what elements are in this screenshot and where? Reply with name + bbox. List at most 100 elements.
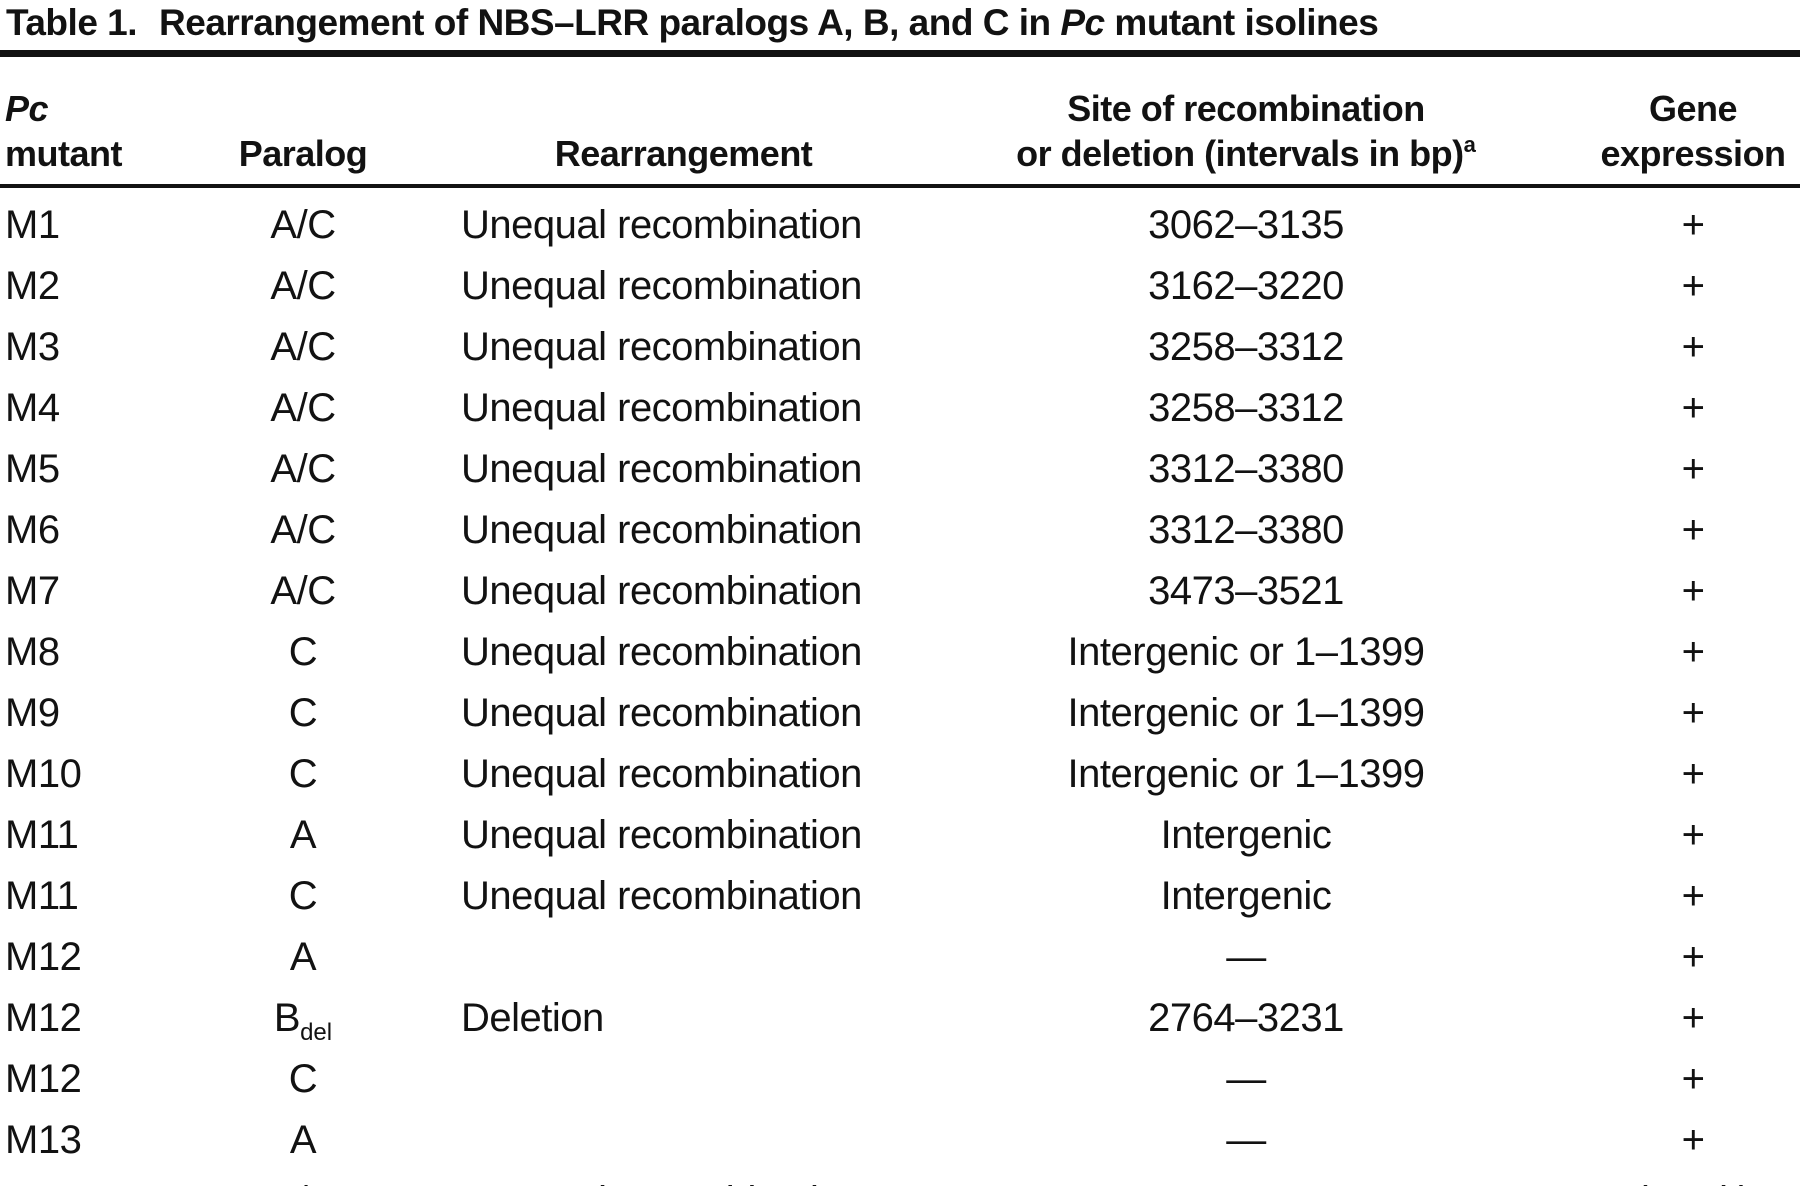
cell-paralog-main: A/C — [270, 508, 336, 552]
cell-gene-expression: + — [1681, 447, 1705, 491]
header-gene-line1: Gene — [1648, 88, 1738, 129]
cell-site: Intergenic or 1–1399 — [1067, 630, 1425, 674]
table-row: M1 A/C Unequal recombination 3062–3135 + — [0, 202, 1800, 263]
cell-rearrangement — [436, 1056, 906, 1117]
cell-site: — — [1226, 1057, 1266, 1101]
cell-site: 3473–3521 — [1148, 569, 1344, 613]
cell-gene-expression: + — [1681, 203, 1705, 247]
table-row: M9 C Unequal recombination Intergenic or… — [0, 690, 1800, 751]
cell-gene-expression: (weak) — [1586, 1178, 1800, 1186]
cell-paralog-subscript: del — [300, 1019, 333, 1046]
table-title: Table 1. Rearrangement of NBS–LRR paralog… — [0, 0, 1800, 50]
cell-rearrangement: Unequal recombination — [461, 508, 862, 552]
cell-site: Intergenic — [1160, 874, 1332, 918]
cell-paralog-main: A/C — [270, 325, 336, 369]
cell-paralog: A/C — [170, 324, 436, 385]
cell-pc-mutant: M8 — [5, 630, 60, 674]
top-rule-divider — [0, 50, 1800, 57]
cell-gene-expression: + — [1681, 935, 1705, 979]
cell-paralog-main: B/C — [270, 1179, 336, 1186]
cell-rearrangement: Deletion — [461, 996, 604, 1040]
cell-pc-mutant: M2 — [5, 264, 60, 308]
cell-paralog-main: A — [289, 813, 317, 857]
cell-pc-mutant: M11 — [5, 813, 79, 857]
table-row: M7 A/C Unequal recombination 3473–3521 + — [0, 568, 1800, 629]
cell-gene-expression: + — [1681, 1118, 1705, 1162]
cell-paralog: A/C — [170, 507, 436, 568]
cell-paralog: A/C — [170, 202, 436, 263]
cell-paralog: A/C — [170, 446, 436, 507]
cell-gene-expression: + — [1681, 508, 1705, 552]
header-site: Site of recombination or deletion (inter… — [906, 57, 1586, 184]
cell-paralog: A — [170, 1117, 436, 1178]
header-rule-divider — [0, 184, 1800, 188]
header-gene-line2: expression — [1600, 133, 1786, 174]
cell-site: 3162–3220 — [1148, 264, 1344, 308]
cell-site: Intergenic or 1–1399 — [1067, 691, 1425, 735]
header-row: Pc mutant Paralog Rearrangement Site of … — [0, 57, 1800, 184]
cell-pc-mutant: M3 — [5, 325, 60, 369]
cell-paralog-main: A/C — [270, 569, 336, 613]
cell-paralog-main: C — [288, 691, 318, 735]
table-title-text: Rearrangement of NBS–LRR paralogs A, B, … — [159, 2, 1051, 43]
cell-gene-expression: + — [1681, 386, 1705, 430]
cell-pc-mutant: M11 — [5, 874, 79, 918]
table-header: Pc mutant Paralog Rearrangement Site of … — [0, 57, 1800, 184]
cell-paralog-main: C — [288, 874, 318, 918]
cell-paralog-main: A — [289, 935, 317, 979]
table-row: M12 Bdel Deletion 2764–3231 + — [0, 995, 1800, 1056]
cell-pc-mutant: M7 — [5, 569, 60, 613]
cell-paralog-main: C — [288, 752, 318, 796]
cell-site: Intergenic or 1–1399 — [1067, 752, 1425, 796]
cell-rearrangement — [436, 934, 906, 995]
table-row: M5 A/C Unequal recombination 3312–3380 + — [0, 446, 1800, 507]
cell-paralog: A/C — [170, 568, 436, 629]
cell-site: — — [1226, 1118, 1266, 1162]
table-row: M8 C Unequal recombination Intergenic or… — [0, 629, 1800, 690]
table-row: M12 A — + — [0, 934, 1800, 995]
table-title-suffix: mutant isolines — [1114, 2, 1379, 43]
header-rearrangement: Rearrangement — [436, 57, 906, 184]
cell-pc-mutant: M1 — [5, 203, 60, 247]
cell-gene-expression: + — [1681, 874, 1705, 918]
table-row: M13 B/C Unequal recombination 3425–3622 … — [0, 1178, 1800, 1186]
cell-rearrangement: Unequal recombination — [461, 630, 862, 674]
header-gene-expression: Gene expression — [1586, 57, 1800, 184]
cell-paralog-main: C — [288, 630, 318, 674]
header-pc-mutant-line1: Pc — [5, 88, 49, 129]
table-title-label: Table 1. — [6, 2, 138, 43]
cell-gene-expression: + — [1681, 813, 1705, 857]
cell-paralog: C — [170, 629, 436, 690]
cell-rearrangement: Unequal recombination — [461, 386, 862, 430]
cell-site: 3312–3380 — [1148, 447, 1344, 491]
cell-gene-expression: + — [1681, 1057, 1705, 1101]
cell-gene-expression: + — [1681, 325, 1705, 369]
cell-site: 2764–3231 — [1148, 996, 1344, 1040]
header-pc-mutant-line2: mutant — [5, 133, 123, 174]
cell-site: 3425–3622 — [906, 1178, 1586, 1186]
cell-paralog: A/C — [170, 263, 436, 324]
cell-paralog: A — [170, 934, 436, 995]
cell-rearrangement: Unequal recombination — [461, 874, 862, 918]
cell-paralog: Bdel — [170, 995, 436, 1056]
cell-paralog: C — [170, 690, 436, 751]
header-paralog: Paralog — [170, 57, 436, 184]
cell-gene-expression: + — [1681, 569, 1705, 613]
cell-gene-expression: + — [1681, 752, 1705, 796]
cell-pc-mutant: M6 — [5, 508, 60, 552]
cell-paralog-main: A — [289, 1118, 317, 1162]
cell-pc-mutant: M4 — [5, 386, 60, 430]
cell-pc-mutant: M5 — [5, 447, 60, 491]
cell-paralog: C — [170, 1056, 436, 1117]
table-body: M1 A/C Unequal recombination 3062–3135 +… — [0, 188, 1800, 1186]
table-row: M3 A/C Unequal recombination 3258–3312 + — [0, 324, 1800, 385]
cell-pc-mutant: M12 — [5, 996, 82, 1040]
table-row: M11 C Unequal recombination Intergenic + — [0, 873, 1800, 934]
cell-site: 3258–3312 — [1148, 386, 1344, 430]
cell-pc-mutant: M10 — [5, 752, 82, 796]
cell-rearrangement: Unequal recombination — [461, 813, 862, 857]
cell-rearrangement: Unequal recombination — [436, 1178, 906, 1186]
cell-rearrangement — [436, 1117, 906, 1178]
header-site-line1: Site of recombination — [1067, 88, 1425, 129]
cell-paralog: C — [170, 873, 436, 934]
